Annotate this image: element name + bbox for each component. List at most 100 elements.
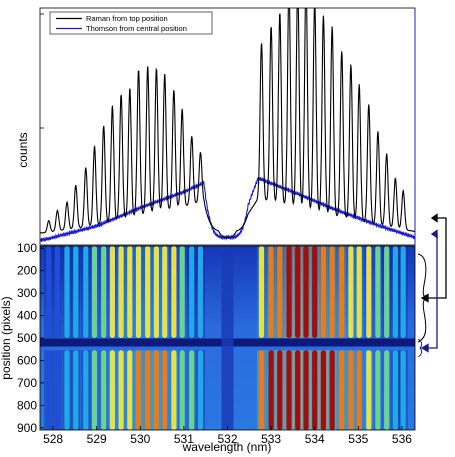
heatmap-stripe — [320, 350, 326, 430]
y-tick-label: 100 — [17, 241, 37, 255]
heatmap-panel: 528 529 530 531 532 533 534 535 536 100 200 300 400… — [0, 241, 416, 454]
brace-central-position — [417, 338, 423, 358]
heatmap-stripe — [73, 350, 79, 430]
heatmap-stripe — [118, 246, 124, 338]
x-axis-title: wavelength (nm) — [182, 440, 272, 454]
y-tick-label: 200 — [17, 264, 37, 278]
heatmap-stripe — [127, 246, 133, 338]
legend-label-thomson: Thomson from central position — [86, 24, 187, 33]
heatmap-x-ticks: 528 529 530 531 532 533 534 535 536 — [43, 426, 412, 446]
heatmap-stripe — [258, 246, 265, 338]
heatmap-y-axis-title: position (pixels) — [0, 296, 13, 379]
heatmap-stripe — [384, 246, 390, 338]
arrowhead-black-top — [430, 213, 438, 223]
heatmap-stripe — [101, 350, 107, 430]
x-tick-label: 529 — [87, 432, 107, 446]
heatmap-stripe — [83, 246, 89, 338]
legend-label-raman: Raman from top position — [86, 14, 168, 23]
heatmap-stripe — [127, 350, 133, 430]
heatmap-stripe — [400, 246, 406, 338]
heatmap-stripe — [375, 350, 381, 430]
heatmap-stripe — [109, 350, 115, 430]
heatmap-stripe — [295, 350, 301, 430]
heatmap-stripe — [197, 350, 204, 430]
x-tick-label: 534 — [305, 432, 325, 446]
heatmap-stripe — [348, 246, 354, 338]
heatmap-stripe — [101, 246, 107, 338]
heatmap-stripe — [179, 350, 185, 430]
heatmap-stripe — [197, 246, 204, 338]
heatmap-stripe — [179, 246, 185, 338]
heatmap-stripe — [171, 350, 177, 430]
heatmap-stripe — [320, 246, 326, 338]
heatmap-stripe — [145, 350, 151, 430]
heatmap-stripe — [153, 350, 159, 430]
heatmap-stripe — [64, 350, 70, 430]
heatmap-stripe — [348, 350, 354, 430]
heatmap-stripe — [46, 246, 52, 338]
y-tick-label: 300 — [17, 286, 37, 300]
x-tick-label: 536 — [392, 432, 412, 446]
heatmap-stripe — [91, 350, 98, 430]
heatmap-stripe — [295, 246, 301, 338]
heatmap-stripe — [312, 246, 318, 338]
brace-top-position — [417, 253, 429, 343]
x-tick-label: 535 — [348, 432, 368, 446]
y-tick-label: 400 — [17, 309, 37, 323]
heatmap-stripe — [286, 350, 292, 430]
heatmap-stripe — [189, 350, 195, 430]
heatmap-stripe — [118, 350, 124, 430]
heatmap-stripe — [329, 246, 335, 338]
annotation-arrows — [417, 213, 447, 358]
heatmap-stripe — [258, 350, 265, 430]
heatmap-stripe — [366, 246, 372, 338]
heatmap-dark-vertical-band — [221, 246, 234, 430]
legend: Raman from top position Thomson from cen… — [49, 11, 213, 35]
arrowhead-blue-bottom — [420, 343, 429, 353]
heatmap-stripe — [400, 350, 406, 430]
heatmap-stripe — [339, 350, 345, 430]
heatmap-stripe — [54, 350, 60, 430]
heatmap-stripe — [268, 350, 274, 430]
arrowhead-blue-top — [430, 229, 438, 239]
heatmap-stripe — [171, 246, 177, 338]
heatmap-stripe — [73, 246, 79, 338]
top-panel: counts Raman from top position Thomson f… — [16, 7, 416, 246]
heatmap-stripe — [189, 246, 195, 338]
x-tick-label: 533 — [261, 432, 281, 446]
heatmap-stripe — [162, 350, 168, 430]
heatmap-stripe — [329, 350, 335, 430]
heatmap-stripe — [268, 246, 274, 338]
heatmap-stripe — [375, 246, 381, 338]
heatmap-stripe — [135, 350, 142, 430]
x-tick-label: 531 — [174, 432, 194, 446]
y-tick-label: 600 — [17, 353, 37, 367]
heatmap-stripes — [40, 246, 415, 430]
heatmap-stripe — [303, 246, 309, 338]
heatmap-stripe — [312, 350, 318, 430]
x-tick-label: 530 — [130, 432, 150, 446]
heatmap-y-ticks: 100 200 300 400 500 600 700 800 900 — [17, 241, 44, 435]
heatmap-stripe — [153, 246, 159, 338]
legend-box — [49, 11, 213, 35]
heatmap-stripe — [277, 246, 283, 338]
x-tick-label: 532 — [217, 432, 237, 446]
y-tick-label: 500 — [17, 331, 37, 345]
y-tick-label: 900 — [17, 421, 37, 435]
heatmap-stripe — [339, 246, 345, 338]
heatmap-stripe — [145, 246, 151, 338]
heatmap-stripe — [356, 350, 362, 430]
heatmap-stripe — [356, 246, 362, 338]
heatmap-stripe — [46, 350, 52, 430]
heatmap-stripe — [286, 246, 292, 338]
heatmap-stripe — [277, 350, 283, 430]
y-tick-label: 800 — [17, 398, 37, 412]
heatmap-stripe — [135, 246, 142, 338]
top-y-ticks — [40, 13, 44, 129]
heatmap-stripe — [392, 246, 398, 338]
heatmap-stripe — [384, 350, 390, 430]
heatmap-stripe — [392, 350, 398, 430]
heatmap-stripe — [91, 246, 98, 338]
heatmap-stripe — [64, 246, 70, 338]
